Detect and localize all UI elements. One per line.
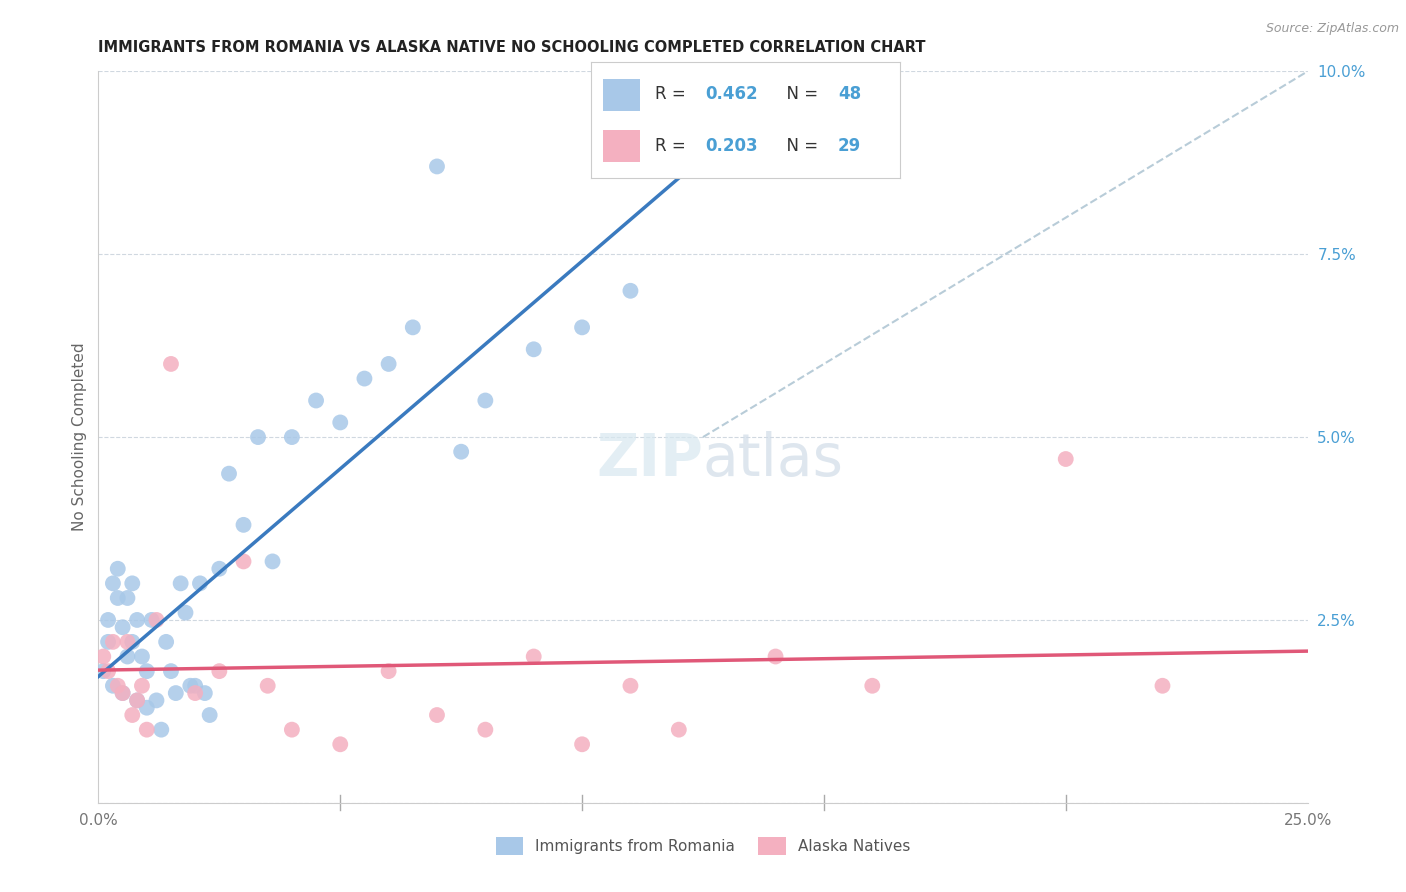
Point (174, 606, 197, 620)
Point (127, 693, 149, 707)
Point (232, 554, 254, 568)
Point (101, 576, 124, 591)
Point (135, 723, 157, 737)
FancyBboxPatch shape (603, 78, 640, 112)
Point (1152, 679, 1174, 693)
Point (426, 708, 449, 723)
Point (101, 679, 124, 693)
Text: R =: R = (655, 137, 692, 155)
Text: ZIP: ZIP (596, 431, 703, 488)
Point (107, 679, 129, 693)
Point (155, 635, 177, 649)
Text: 29: 29 (838, 137, 862, 155)
Point (107, 562, 129, 576)
Point (232, 517, 254, 532)
Text: 0.462: 0.462 (704, 85, 758, 103)
Point (402, 320, 425, 334)
Point (184, 679, 207, 693)
Text: N =: N = (776, 85, 824, 103)
Point (107, 591, 129, 605)
Point (281, 723, 304, 737)
Point (165, 686, 187, 700)
Point (218, 467, 240, 481)
Point (91, 649, 114, 664)
Point (135, 700, 157, 714)
Point (97, 613, 120, 627)
Point (1054, 452, 1077, 467)
Point (169, 576, 191, 591)
Point (127, 613, 149, 627)
Point (247, 430, 270, 444)
Point (111, 686, 134, 700)
Point (121, 708, 143, 723)
Point (329, 416, 352, 430)
Text: Source: ZipAtlas.com: Source: ZipAtlas.com (1265, 22, 1399, 36)
Point (377, 357, 399, 371)
Text: R =: R = (655, 85, 692, 103)
Point (145, 613, 167, 627)
Point (619, 284, 641, 298)
Point (188, 576, 211, 591)
Point (523, 343, 546, 357)
Point (91, 664, 114, 678)
Point (135, 664, 157, 678)
Point (117, 591, 139, 605)
Point (329, 737, 352, 751)
Text: atlas: atlas (703, 431, 844, 488)
Point (141, 613, 163, 627)
Point (194, 686, 217, 700)
Point (131, 649, 153, 664)
Point (145, 693, 167, 707)
FancyBboxPatch shape (603, 129, 640, 162)
Point (127, 693, 149, 707)
Point (111, 620, 134, 634)
Point (101, 635, 124, 649)
Point (353, 371, 375, 385)
Point (765, 649, 787, 664)
Point (450, 444, 472, 458)
Point (160, 357, 183, 371)
Point (262, 554, 284, 568)
Point (117, 635, 139, 649)
Point (256, 679, 278, 693)
Point (97, 664, 120, 678)
Point (668, 723, 690, 737)
Point (121, 576, 143, 591)
Point (305, 393, 328, 408)
Point (121, 635, 143, 649)
Point (198, 708, 221, 723)
Y-axis label: No Schooling Completed: No Schooling Completed (72, 343, 87, 532)
Text: 0.203: 0.203 (704, 137, 758, 155)
Point (97, 635, 120, 649)
Point (426, 160, 449, 174)
Point (179, 679, 201, 693)
Point (117, 649, 139, 664)
Point (160, 664, 183, 678)
Point (619, 679, 641, 693)
Point (150, 723, 173, 737)
Point (111, 686, 134, 700)
Point (571, 320, 593, 334)
Point (860, 679, 883, 693)
Text: N =: N = (776, 137, 824, 155)
Point (184, 686, 207, 700)
Text: 48: 48 (838, 85, 860, 103)
Point (377, 664, 399, 678)
Text: IMMIGRANTS FROM ROMANIA VS ALASKA NATIVE NO SCHOOLING COMPLETED CORRELATION CHAR: IMMIGRANTS FROM ROMANIA VS ALASKA NATIVE… (98, 40, 927, 55)
Point (208, 562, 231, 576)
Point (281, 430, 304, 444)
Point (131, 679, 153, 693)
Point (571, 737, 593, 751)
Point (523, 649, 546, 664)
Point (474, 393, 496, 408)
Point (474, 723, 496, 737)
Point (208, 664, 231, 678)
Legend: Immigrants from Romania, Alaska Natives: Immigrants from Romania, Alaska Natives (489, 831, 917, 861)
